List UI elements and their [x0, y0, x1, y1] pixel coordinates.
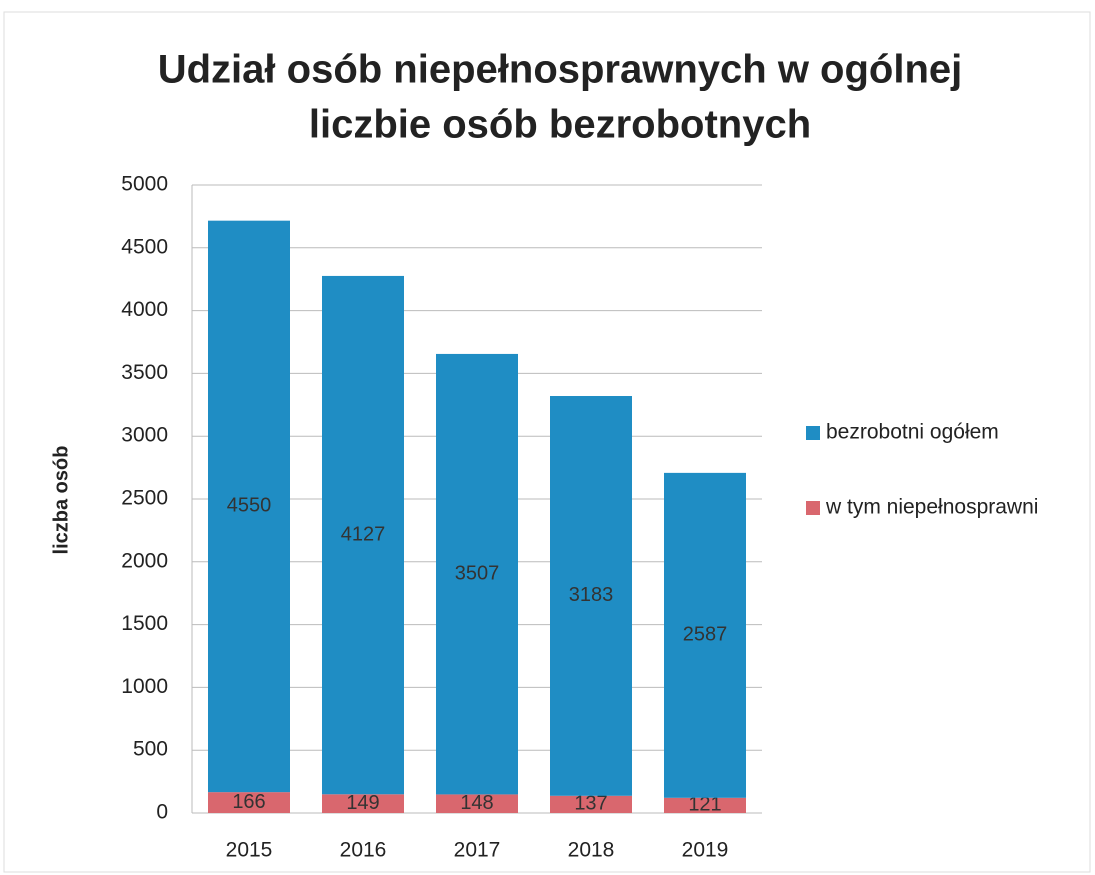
y-tick-label: 0 [156, 801, 168, 824]
y-axis-label: liczba osób [50, 446, 72, 555]
y-tick-label: 2000 [121, 549, 168, 572]
y-tick-label: 5000 [121, 173, 168, 196]
data-label: 149 [346, 792, 379, 814]
bar-segment [322, 794, 404, 813]
y-tick-label: 3500 [121, 361, 168, 384]
bar-segment [550, 795, 632, 813]
data-label: 4550 [227, 495, 272, 517]
data-label: 166 [232, 791, 265, 813]
y-tick-label: 4000 [121, 298, 168, 321]
bar-segment [436, 353, 518, 795]
chart-title: Udział osób niepełnosprawnych w ogólnej [158, 48, 963, 92]
x-tick-label: 2017 [454, 839, 501, 862]
y-tick-label: 3000 [121, 424, 168, 447]
legend-label: w tym niepełnosprawni [825, 496, 1038, 519]
data-label: 2587 [683, 624, 728, 646]
frame [3, 11, 1091, 873]
y-tick-label: 1000 [121, 675, 168, 698]
bar-segment [664, 472, 746, 798]
bar-segment [664, 797, 746, 813]
data-label: 4127 [341, 523, 386, 545]
legend-swatch [806, 501, 820, 515]
x-tick-label: 2019 [682, 839, 729, 862]
bar-segment [550, 396, 632, 796]
data-label: 3507 [455, 562, 500, 584]
data-label: 137 [574, 793, 607, 815]
data-label: 148 [460, 792, 493, 814]
bar-segment [208, 792, 290, 813]
data-label: 3183 [569, 584, 614, 606]
bar-segment [208, 220, 290, 793]
x-tick-label: 2015 [226, 839, 273, 862]
bar-segment [436, 794, 518, 813]
y-tick-label: 2500 [121, 487, 168, 510]
legend-swatch [806, 426, 820, 440]
y-tick-label: 4500 [121, 235, 168, 258]
x-tick-label: 2018 [568, 839, 615, 862]
bar-segment [322, 275, 404, 795]
chart-title: liczbie osób bezrobotnych [309, 103, 811, 147]
y-tick-label: 1500 [121, 612, 168, 635]
x-tick-label: 2016 [340, 839, 387, 862]
data-label: 121 [688, 794, 721, 816]
legend-label: bezrobotni ogółem [826, 421, 999, 444]
y-tick-label: 500 [133, 738, 168, 761]
